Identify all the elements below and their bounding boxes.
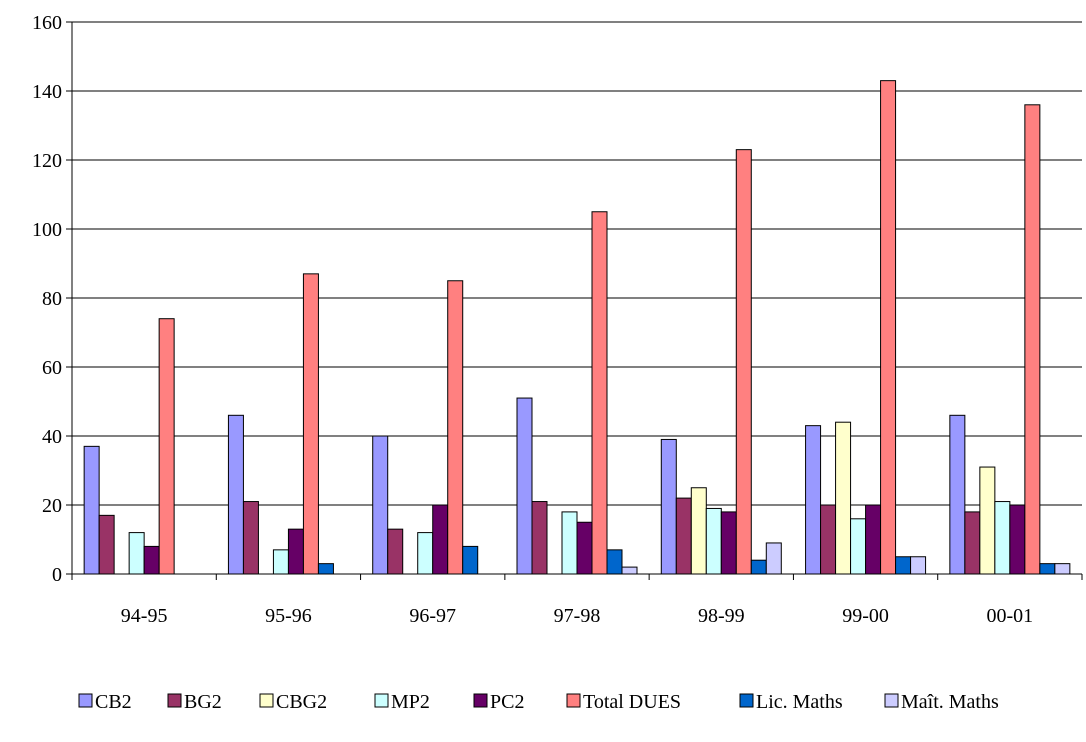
bar-mp2-97-98 [561,511,578,575]
bar-lic-maths-99-00 [895,556,912,575]
x-category-label: 95-96 [265,605,312,627]
y-tick-label: 80 [42,288,62,310]
legend-label: CB2 [95,691,132,713]
bar-bg2-94-95 [98,514,115,575]
y-tick-label: 20 [42,495,62,517]
y-tick-label: 40 [42,426,62,448]
bar-ma-t-maths-98-99 [765,542,782,575]
bar-bg2-95-96 [242,501,259,575]
bar-bg2-97-98 [531,501,548,575]
legend-label: Maît. Maths [901,691,999,713]
axes [71,22,1083,580]
legend-label: BG2 [184,691,222,713]
y-tick-label: 0 [52,564,62,586]
y-tick-label: 120 [32,150,62,172]
x-category-label: 98-99 [698,605,745,627]
legend-swatch [78,693,93,708]
bar-bg2-00-01 [964,511,981,575]
bar-cbg2-98-99 [690,487,707,575]
bar-cb2-00-01 [949,414,966,575]
bar-lic-maths-97-98 [606,549,623,575]
legend-swatch [739,693,754,708]
bar-cbg2-00-01 [979,466,996,575]
bar-bg2-98-99 [675,497,692,575]
bar-cb2-94-95 [83,445,100,575]
bar-total-dues-96-97 [447,280,464,575]
legend-swatch [566,693,581,708]
bar-mp2-96-97 [417,532,434,575]
bar-mp2-95-96 [272,549,289,575]
y-tick-label: 160 [32,12,62,34]
bar-bg2-99-00 [820,504,837,575]
legend-label: PC2 [490,691,524,713]
bar-total-dues-99-00 [880,80,897,575]
y-tick-label: 60 [42,357,62,379]
bar-mp2-99-00 [850,518,867,575]
bar-mp2-00-01 [994,501,1011,575]
bars [83,80,1071,575]
x-category-label: 00-01 [987,605,1034,627]
bar-ma-t-maths-99-00 [910,556,927,575]
bar-total-dues-00-01 [1024,104,1041,575]
y-tick-label: 100 [32,219,62,241]
legend-label: CBG2 [276,691,327,713]
bar-lic-maths-95-96 [317,563,334,575]
x-category-label: 99-00 [842,605,889,627]
legend-swatch [374,693,389,708]
bar-cb2-99-00 [805,425,822,575]
bar-bg2-96-97 [387,528,404,575]
legend-label: MP2 [391,691,430,713]
bar-mp2-94-95 [128,532,145,575]
x-category-label: 94-95 [121,605,168,627]
bar-lic-maths-96-97 [462,545,479,575]
bar-cbg2-99-00 [835,421,852,575]
bar-pc2-94-95 [143,545,160,575]
bar-total-dues-95-96 [302,273,319,575]
x-axis-category-labels: 94-95 95-96 96-97 97-98 98-99 99-00 00-01 [121,605,1033,627]
bar-cb2-95-96 [227,414,244,575]
bar-lic-maths-00-01 [1039,563,1056,575]
bar-cb2-96-97 [372,435,389,575]
y-tick-label: 140 [32,81,62,103]
x-category-label: 97-98 [554,605,601,627]
bar-cb2-97-98 [516,397,533,575]
bar-mp2-98-99 [705,507,722,575]
legend-label: Lic. Maths [756,691,843,713]
bar-ma-t-maths-00-01 [1054,563,1071,575]
bar-pc2-96-97 [432,504,449,575]
bar-total-dues-94-95 [158,318,175,575]
bar-pc2-99-00 [865,504,882,575]
bar-pc2-98-99 [720,511,737,575]
legend-swatch [884,693,899,708]
bar-pc2-97-98 [576,521,593,575]
bar-total-dues-98-99 [735,149,752,575]
bar-lic-maths-98-99 [750,559,767,575]
bar-ma-t-maths-97-98 [621,566,638,575]
bar-pc2-95-96 [287,528,304,575]
gridlines [72,21,1082,506]
y-axis-tick-labels: 0 20 40 60 80 100 120 140 160 [32,12,72,586]
legend-swatch [473,693,488,708]
legend: CB2 BG2 CBG2 MP2 PC2 Total DUES Lic. Maths Maît… [78,691,999,713]
legend-swatch [167,693,182,708]
legend-swatch [259,693,274,708]
x-category-label: 96-97 [409,605,456,627]
bar-cb2-98-99 [660,438,677,575]
legend-label: Total DUES [583,691,681,713]
bar-total-dues-97-98 [591,211,608,575]
bar-pc2-00-01 [1009,504,1026,575]
